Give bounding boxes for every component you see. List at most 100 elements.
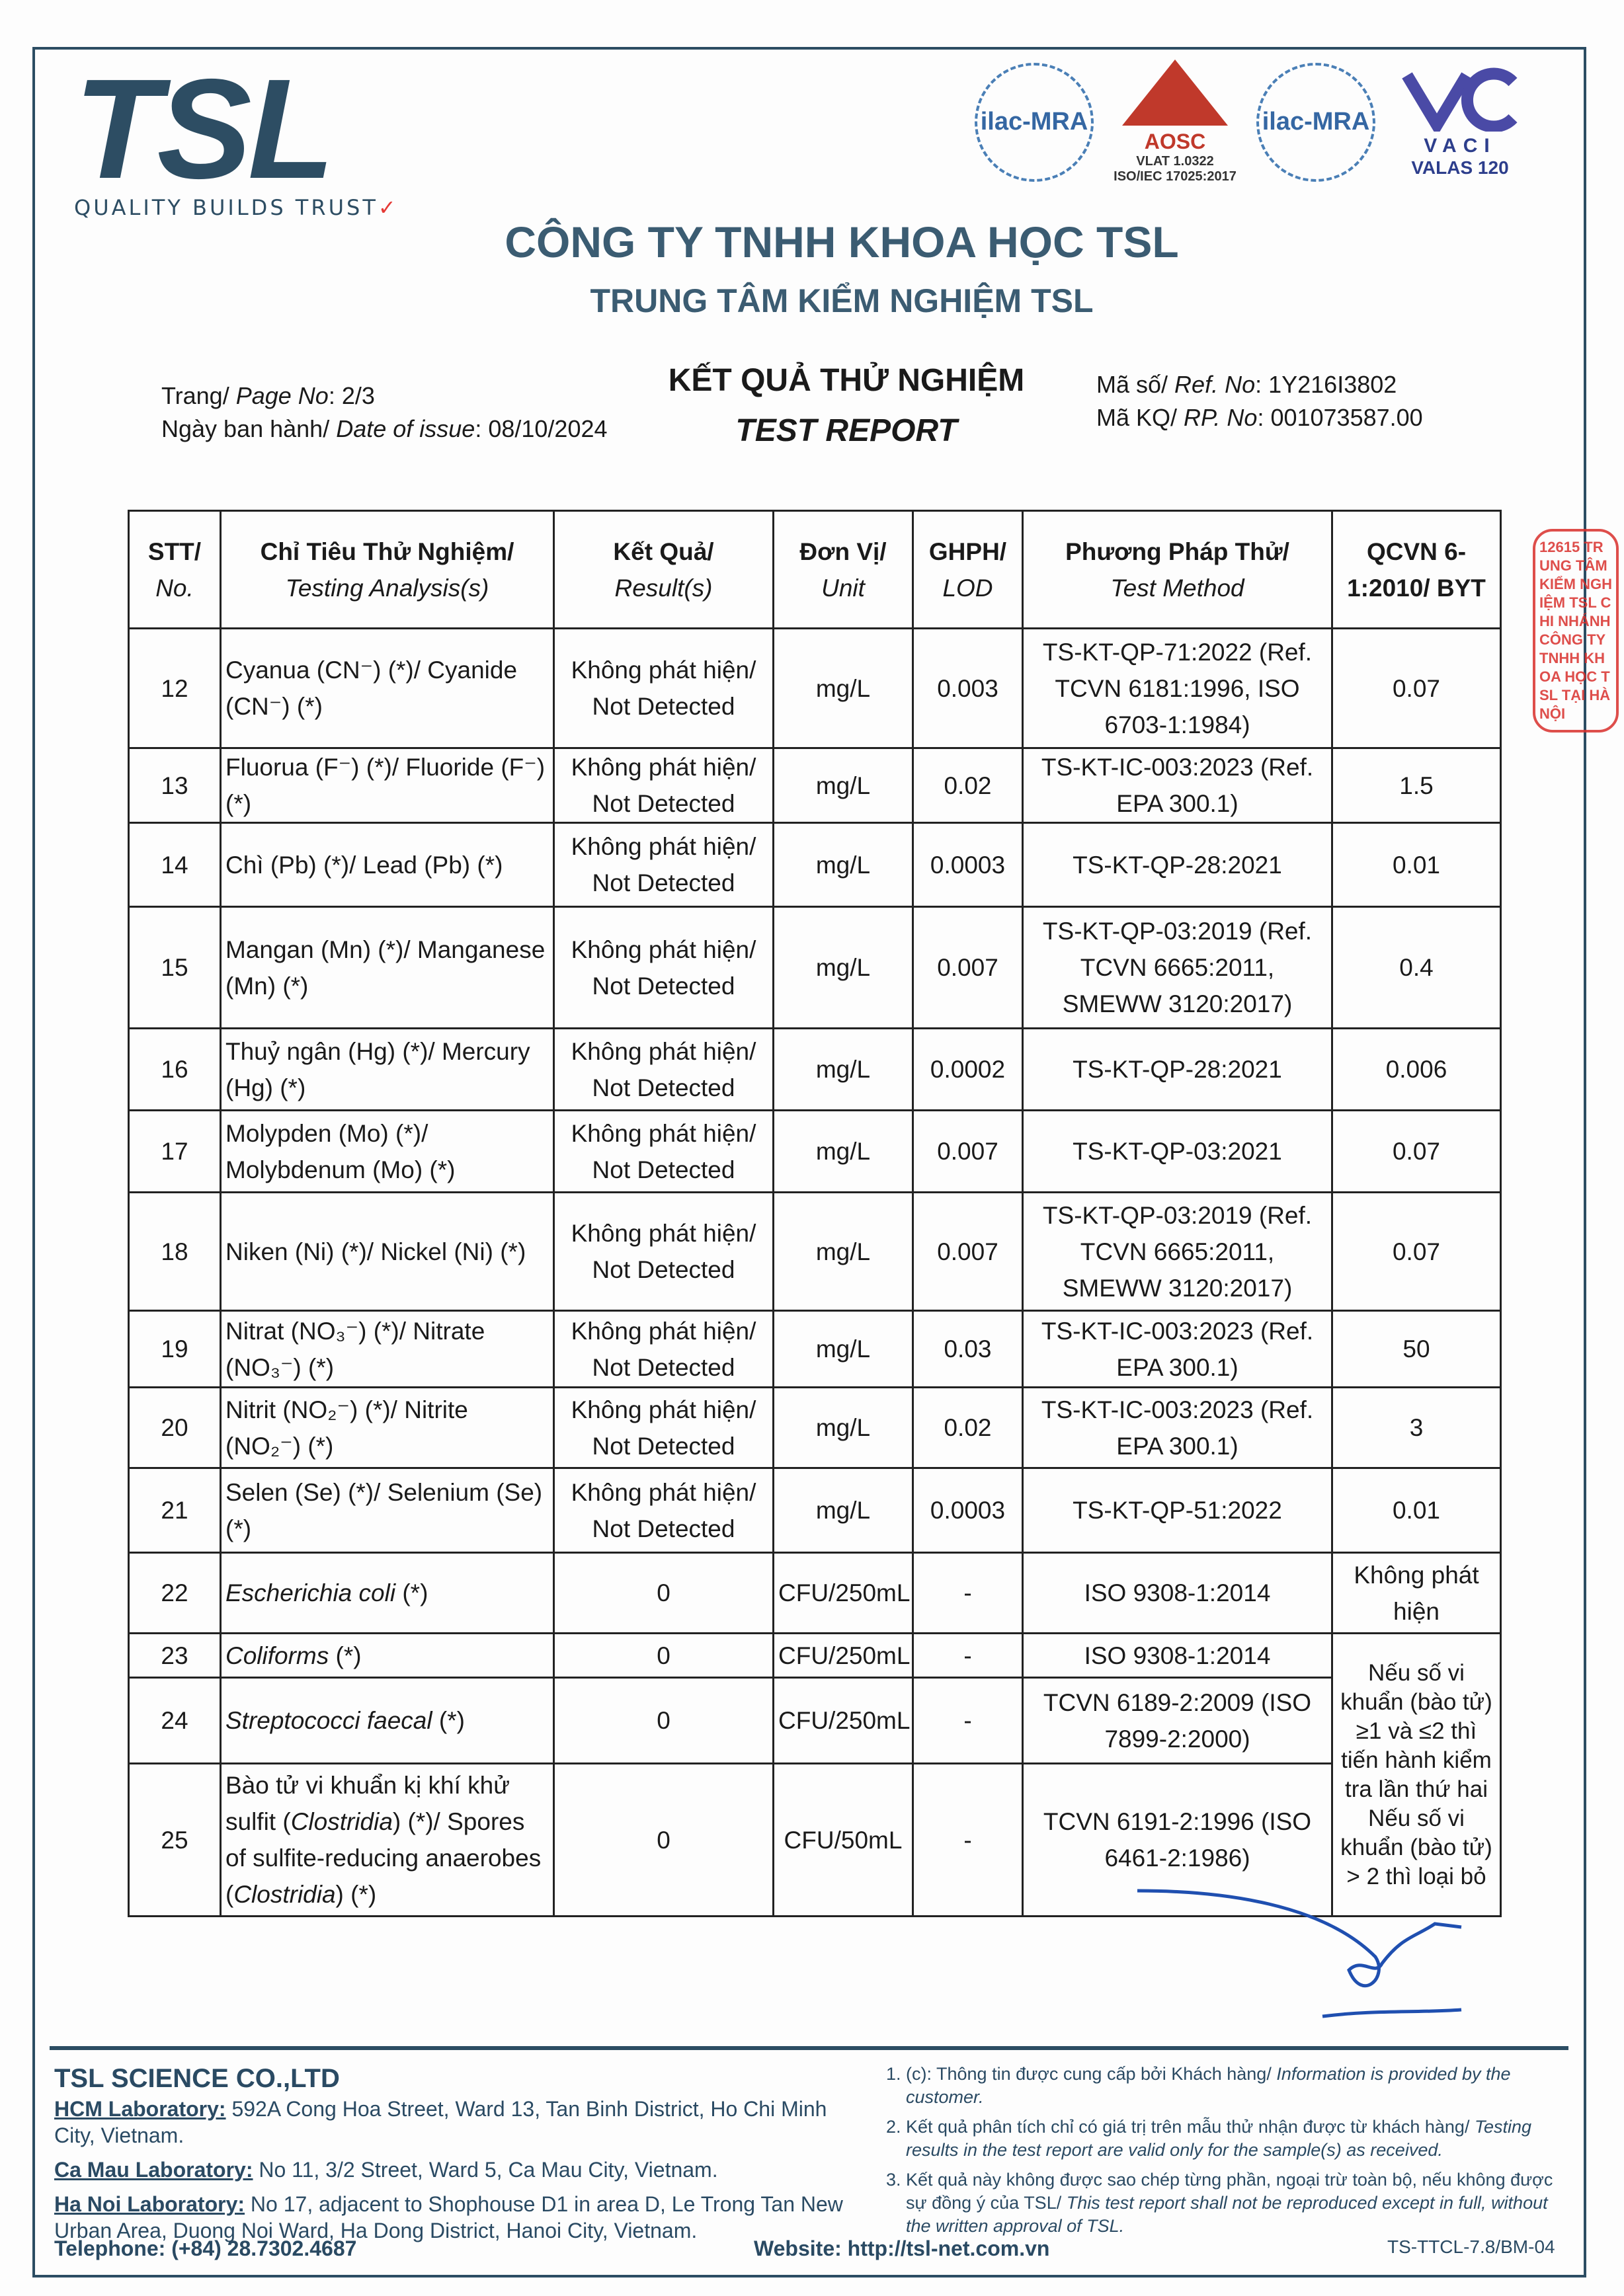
unit-cell: mg/L [772, 906, 914, 1029]
report-title: KẾT QUẢ THỬ NGHIỆM TEST REPORT [668, 363, 1025, 448]
qcvn-limit-cell: 3 [1331, 1386, 1502, 1469]
form-code: TS-TTCL-7.8/BM-04 [1387, 2237, 1555, 2257]
analysis-cell: Bào tử vi khuẩn kị khí khử sulfit (Clost… [220, 1762, 555, 1917]
method-cell: TS-KT-QP-03:2021 [1022, 1109, 1333, 1193]
lod-cell: 0.007 [912, 1109, 1024, 1193]
table-row: 19 Nitrat (NO₃⁻) (*)/ Nitrate (NO₃⁻) (*) K… [128, 1310, 1502, 1388]
lod-cell: 0.007 [912, 906, 1024, 1029]
method-cell: TS-KT-QP-28:2021 [1022, 822, 1333, 908]
website[interactable]: Website: http://tsl-net.com.vn [754, 2237, 1050, 2260]
result-cell: Không phát hiện/ Not Detected [553, 747, 774, 824]
unit-cell: mg/L [772, 1109, 914, 1193]
analysis-cell: Nitrat (NO₃⁻) (*)/ Nitrate (NO₃⁻) (*) [220, 1310, 555, 1388]
logo-tagline: QUALITY BUILDS TRUST✓ [74, 195, 399, 220]
page-number: Trang/ Page No: 2/3 [161, 382, 375, 409]
row-number: 15 [128, 906, 222, 1029]
lod-cell: 0.02 [912, 747, 1024, 824]
issue-date: Ngày ban hành/ Date of issue: 08/10/2024 [161, 415, 608, 442]
analysis-cell: Streptococci faecal (*) [220, 1677, 555, 1764]
unit-cell: CFU/250mL [772, 1552, 914, 1634]
analysis-cell: Fluorua (F⁻) (*)/ Fluoride (F⁻) (*) [220, 747, 555, 824]
table-row: 12 Cyanua (CN⁻) (*)/ Cyanide (CN⁻) (*) Khô… [128, 627, 1502, 749]
telephone: Telephone: (+84) 28.7302.4687 [54, 2237, 357, 2260]
method-cell: TS-KT-IC-003:2023 (Ref. EPA 300.1) [1022, 1386, 1333, 1469]
qcvn-limit-cell: 0.01 [1331, 822, 1502, 908]
method-cell: TS-KT-QP-03:2019 (Ref. TCVN 6665:2011, S… [1022, 1191, 1333, 1312]
footer-notes: 1. (c): Thông tin được cung cấp bởi Khác… [886, 2063, 1567, 2244]
lod-cell: - [912, 1762, 1024, 1917]
result-cell: Không phát hiện/ Not Detected [553, 1467, 774, 1554]
lod-cell: 0.03 [912, 1310, 1024, 1388]
lab-address: Ha Noi Laboratory: No 17, adjacent to Sh… [54, 2192, 843, 2242]
qcvn-limit-cell: 1.5 [1331, 747, 1502, 824]
column-header: QCVN 6-1:2010/ BYT [1331, 510, 1502, 629]
lod-cell: 0.0002 [912, 1027, 1024, 1111]
qcvn-limit-cell: 50 [1331, 1310, 1502, 1388]
qcvn-limit-cell: 0.006 [1331, 1027, 1502, 1111]
analysis-cell: Nitrit (NO₂⁻) (*)/ Nitrite (NO₂⁻) (*) [220, 1386, 555, 1469]
result-cell: Không phát hiện/ Not Detected [553, 906, 774, 1029]
lod-cell: 0.007 [912, 1191, 1024, 1312]
analysis-cell: Molypden (Mo) (*)/ Molybdenum (Mo) (*) [220, 1109, 555, 1193]
qcvn-limit-cell: 0.07 [1331, 1191, 1502, 1312]
analysis-cell: Thuỷ ngân (Hg) (*)/ Mercury (Hg) (*) [220, 1027, 555, 1111]
row-number: 12 [128, 627, 222, 749]
footer-company: TSL SCIENCE CO.,LTD [54, 2064, 340, 2093]
lod-cell: 0.02 [912, 1386, 1024, 1469]
column-header: Phương Pháp Thử/Test Method [1022, 510, 1333, 629]
row-number: 18 [128, 1191, 222, 1312]
method-cell: TS-KT-QP-71:2022 (Ref. TCVN 6181:1996, I… [1022, 627, 1333, 749]
accreditation-logos: ilac-MRA AOSC VLAT 1.0322 ISO/IEC 17025:20… [975, 59, 1526, 184]
aosc-logo: AOSC VLAT 1.0322 ISO/IEC 17025:2017 [1112, 59, 1238, 184]
footer-note: 1. (c): Thông tin được cung cấp bởi Khác… [886, 2064, 1511, 2107]
logo-text: TSL [74, 49, 335, 208]
result-cell: Không phát hiện/ Not Detected [553, 1109, 774, 1193]
result-cell: 0 [553, 1762, 774, 1917]
row-number: 22 [128, 1552, 222, 1634]
table-row: 24 Streptococci faecal (*) 0 CFU/250mL - TCVN… [128, 1677, 1501, 1764]
analysis-cell: Coliforms (*) [220, 1632, 555, 1679]
lod-cell: - [912, 1677, 1024, 1764]
check-icon: ✓ [378, 195, 399, 220]
footer-contacts: TSL SCIENCE CO.,LTD HCM Laboratory: 592A… [54, 2061, 848, 2252]
table-row: 14 Chì (Pb) (*)/ Lead (Pb) (*) Không phát … [128, 822, 1502, 908]
company-stamp: 12615 TRUNG TÂM KIỂM NGHIỆM TSL CHI NHÁN… [1533, 529, 1619, 732]
page-date-meta: Trang/ Page No: 2/3 Ngày ban hành/ Date … [161, 379, 608, 446]
unit-cell: CFU/250mL [772, 1677, 914, 1764]
row-number: 20 [128, 1386, 222, 1469]
unit-cell: mg/L [772, 1467, 914, 1554]
ref-number: Mã số/ Ref. No: 1Y216I3802 [1096, 371, 1397, 398]
center-name: TRUNG TÂM KIỂM NGHIỆM TSL [590, 282, 1094, 319]
row-number: 19 [128, 1310, 222, 1388]
method-cell: ISO 9308-1:2014 [1022, 1552, 1333, 1634]
row-number: 17 [128, 1109, 222, 1193]
qcvn-limit-cell: Không phát hiện [1331, 1552, 1502, 1634]
table-row: 16 Thuỷ ngân (Hg) (*)/ Mercury (Hg) (*) Kh… [128, 1027, 1502, 1111]
tsl-logo: TSL QUALITY BUILDS TRUST✓ [74, 49, 399, 220]
column-header: Đơn Vị/Unit [772, 510, 914, 629]
qcvn-limit-cell: 0.07 [1331, 627, 1502, 749]
qcvn-limit-cell: Nếu số vi khuẩn (bào tử) ≥1 và ≤2 thì ti… [1331, 1632, 1502, 1917]
lab-address: Ca Mau Laboratory: No 11, 3/2 Street, Wa… [54, 2158, 718, 2182]
result-cell: Không phát hiện/ Not Detected [553, 822, 774, 908]
footer-note: 2. Kết quả phân tích chỉ có giá trị trên… [886, 2117, 1532, 2160]
method-cell: TS-KT-QP-03:2019 (Ref. TCVN 6665:2011, S… [1022, 906, 1333, 1029]
vaci-logo: VACI VALAS 120 [1394, 65, 1526, 178]
lab-address: HCM Laboratory: 592A Cong Hoa Street, Wa… [54, 2097, 827, 2147]
table-row: 22 Escherichia coli (*) 0 CFU/250mL - ISO 930… [128, 1552, 1502, 1634]
table-row: 21 Selen (Se) (*)/ Selenium (Se) (*) Không… [128, 1467, 1502, 1554]
column-header: GHPH/LOD [912, 510, 1024, 629]
analysis-cell: Niken (Ni) (*)/ Nickel (Ni) (*) [220, 1191, 555, 1312]
footer-note: 3. Kết quả này không được sao chép từng … [886, 2170, 1553, 2236]
method-cell: TS-KT-QP-28:2021 [1022, 1027, 1333, 1111]
analysis-cell: Selen (Se) (*)/ Selenium (Se) (*) [220, 1467, 555, 1554]
analysis-cell: Mangan (Mn) (*)/ Manganese (Mn) (*) [220, 906, 555, 1029]
result-cell: Không phát hiện/ Not Detected [553, 1191, 774, 1312]
method-cell: TS-KT-IC-003:2023 (Ref. EPA 300.1) [1022, 1310, 1333, 1388]
method-cell: TS-KT-QP-51:2022 [1022, 1467, 1333, 1554]
row-number: 21 [128, 1467, 222, 1554]
row-number: 23 [128, 1632, 222, 1679]
result-cell: Không phát hiện/ Not Detected [553, 1386, 774, 1469]
table-row: 23 Coliforms (*) 0 CFU/250mL - ISO 9308-1:201… [128, 1632, 1502, 1917]
qcvn-limit-cell: 0.01 [1331, 1467, 1502, 1554]
